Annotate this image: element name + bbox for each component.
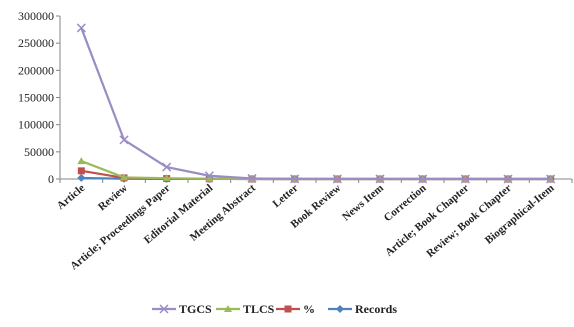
data-point-tgcs [290, 174, 300, 184]
series-line-tgcs [80, 27, 551, 181]
x-tick-label: Review [96, 182, 130, 213]
data-point-tgcs [76, 23, 86, 33]
legend-item-percent: % [276, 302, 315, 316]
data-point-tgcs [503, 174, 513, 184]
legend: TGCS TLCS% Records [152, 302, 397, 316]
data-point-tgcs [162, 162, 172, 172]
data-point-tgcs [418, 174, 428, 184]
data-point-percent [77, 167, 85, 175]
x-tick-label: Letter [270, 182, 300, 210]
y-tick-label: 200000 [18, 63, 54, 77]
legend-item-tlcs: TLCS [216, 302, 275, 316]
y-tick-label: 150000 [18, 91, 54, 105]
legend-swatch-marker [284, 305, 292, 313]
legend-swatch-marker [336, 305, 344, 313]
legend-label: TGCS [179, 302, 212, 316]
legend-swatch-marker [159, 304, 169, 314]
y-tick-label: 100000 [18, 118, 54, 132]
data-point-tlcs [205, 174, 214, 182]
series-tgcs [76, 23, 556, 184]
legend-item-tgcs: TGCS [152, 302, 212, 316]
legend-swatch-marker [224, 305, 232, 312]
data-point-tgcs [332, 174, 342, 184]
y-tick-label: 250000 [18, 36, 54, 50]
legend-label: TLCS [243, 302, 275, 316]
series-lines [76, 23, 556, 184]
legend-label: % [303, 302, 315, 316]
series-line-tlcs [80, 160, 551, 181]
data-point-tgcs [247, 173, 257, 183]
y-tick-label: 50000 [24, 145, 54, 159]
x-tick-label: Review; Book Chapter [424, 182, 514, 260]
y-tick-labels: 0 50000 100000 150000 200000 250000 300000 [18, 9, 54, 186]
data-point-tlcs [162, 174, 171, 182]
data-point-tgcs [546, 174, 556, 184]
data-point-tlcs [77, 157, 86, 165]
y-tick-label: 300000 [18, 9, 54, 23]
data-point-tgcs [375, 174, 385, 184]
y-tick-label: 0 [48, 172, 54, 186]
legend-item-records: Records [328, 302, 397, 316]
axes [56, 15, 573, 183]
x-tick-label: Article [55, 182, 88, 212]
x-tick-label: News Item [340, 182, 386, 223]
data-point-tlcs [120, 173, 128, 181]
legend-label: Records [355, 302, 397, 316]
data-point-tgcs [460, 174, 470, 184]
data-point-tgcs [119, 135, 129, 145]
data-point-records [77, 173, 86, 182]
data-point-tgcs [204, 171, 214, 181]
